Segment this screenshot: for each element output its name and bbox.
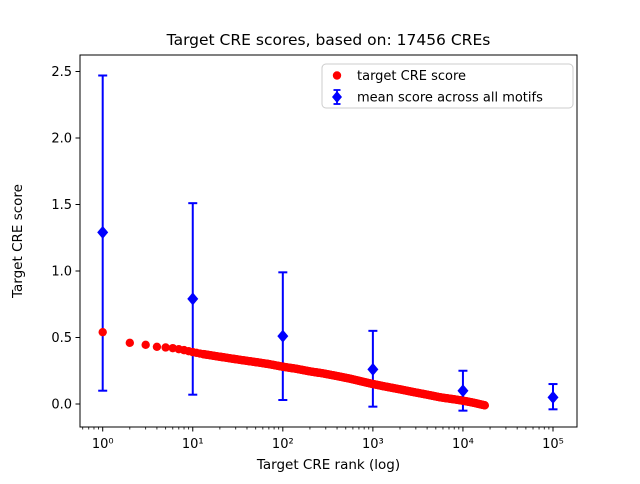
x-tick-label: 10² bbox=[272, 437, 294, 452]
data-point-mean-diamond bbox=[547, 390, 559, 404]
x-axis-label: Target CRE rank (log) bbox=[256, 457, 400, 473]
data-point-red bbox=[152, 342, 162, 352]
plot-area: 10⁰ 10¹ 10² 10³ 10⁴ 10⁵ 0.0 0.5 1.0 1.5 2.0 2.5 bbox=[51, 54, 578, 452]
data-point-red bbox=[480, 401, 489, 410]
y-tick-label: 2.5 bbox=[51, 65, 72, 80]
chart-title: Target CRE scores, based on: 17456 CREs bbox=[166, 31, 491, 49]
legend: target CRE score mean score across all m… bbox=[321, 63, 574, 109]
axes-spines bbox=[79, 54, 578, 428]
legend-box bbox=[321, 63, 574, 109]
x-tick-label: 10⁰ bbox=[92, 437, 114, 452]
legend-marker-red-dot-icon bbox=[332, 71, 342, 80]
data-point-red bbox=[161, 343, 170, 352]
data-point-mean-diamond bbox=[457, 384, 469, 398]
legend-entry-target-cre-score: target CRE score bbox=[357, 69, 466, 84]
y-tick-label: 0.0 bbox=[51, 398, 72, 413]
data-point-red bbox=[98, 327, 107, 337]
y-tick-label: 1.0 bbox=[51, 265, 72, 280]
data-point-mean-diamond bbox=[187, 292, 199, 306]
x-tick-label: 10¹ bbox=[182, 437, 204, 452]
legend-marker-blue-errorbar-icon bbox=[332, 89, 342, 105]
x-tick-label: 10³ bbox=[362, 437, 384, 452]
y-tick-label: 1.5 bbox=[51, 198, 72, 213]
data-point-red bbox=[125, 338, 135, 348]
y-axis-label: Target CRE score bbox=[10, 184, 26, 299]
data-point-mean-diamond bbox=[277, 329, 289, 343]
y-tick-label: 0.5 bbox=[51, 331, 72, 346]
x-tick-label: 10⁴ bbox=[452, 437, 474, 452]
data-point-mean-diamond bbox=[367, 362, 379, 376]
legend-entry-mean-score: mean score across all motifs bbox=[357, 91, 543, 106]
data-point-mean-diamond bbox=[97, 225, 109, 239]
x-tick-label: 10⁵ bbox=[542, 437, 564, 452]
data-point-red bbox=[141, 340, 150, 350]
y-tick-label: 2.0 bbox=[51, 132, 72, 147]
